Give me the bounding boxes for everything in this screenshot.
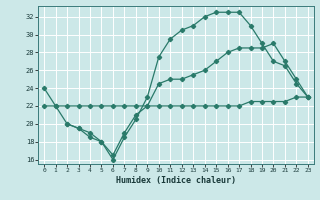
X-axis label: Humidex (Indice chaleur): Humidex (Indice chaleur) [116,176,236,185]
